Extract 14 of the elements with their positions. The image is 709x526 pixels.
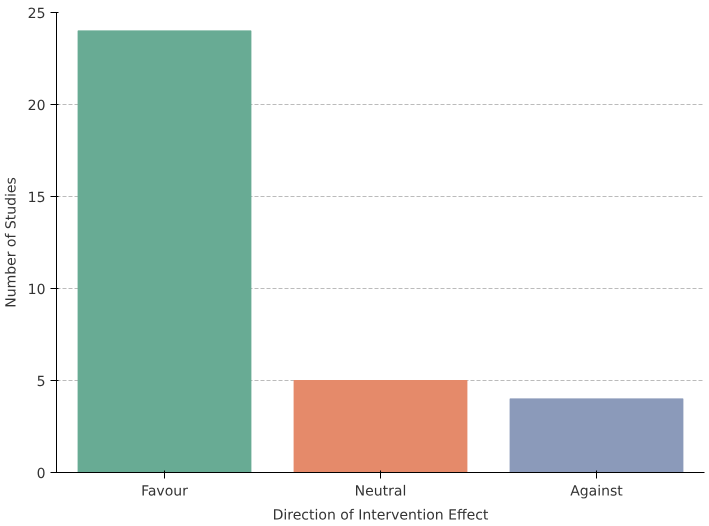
x-tick-label: Neutral: [354, 484, 406, 500]
y-tick-label: 15: [28, 190, 46, 206]
y-tick-label: 25: [28, 6, 46, 22]
y-tick-label: 0: [36, 466, 46, 482]
bar: [78, 30, 252, 472]
y-tick-label: 20: [28, 98, 46, 114]
bar: [294, 380, 468, 472]
x-tick-label: Favour: [141, 484, 188, 500]
y-tick-label: 10: [28, 282, 46, 298]
y-tick-label: 5: [36, 374, 46, 390]
x-axis-title: Direction of Intervention Effect: [272, 508, 489, 524]
y-axis-title: Number of Studies: [4, 177, 20, 308]
x-tick-label: Against: [570, 484, 624, 500]
bar: [510, 398, 684, 472]
